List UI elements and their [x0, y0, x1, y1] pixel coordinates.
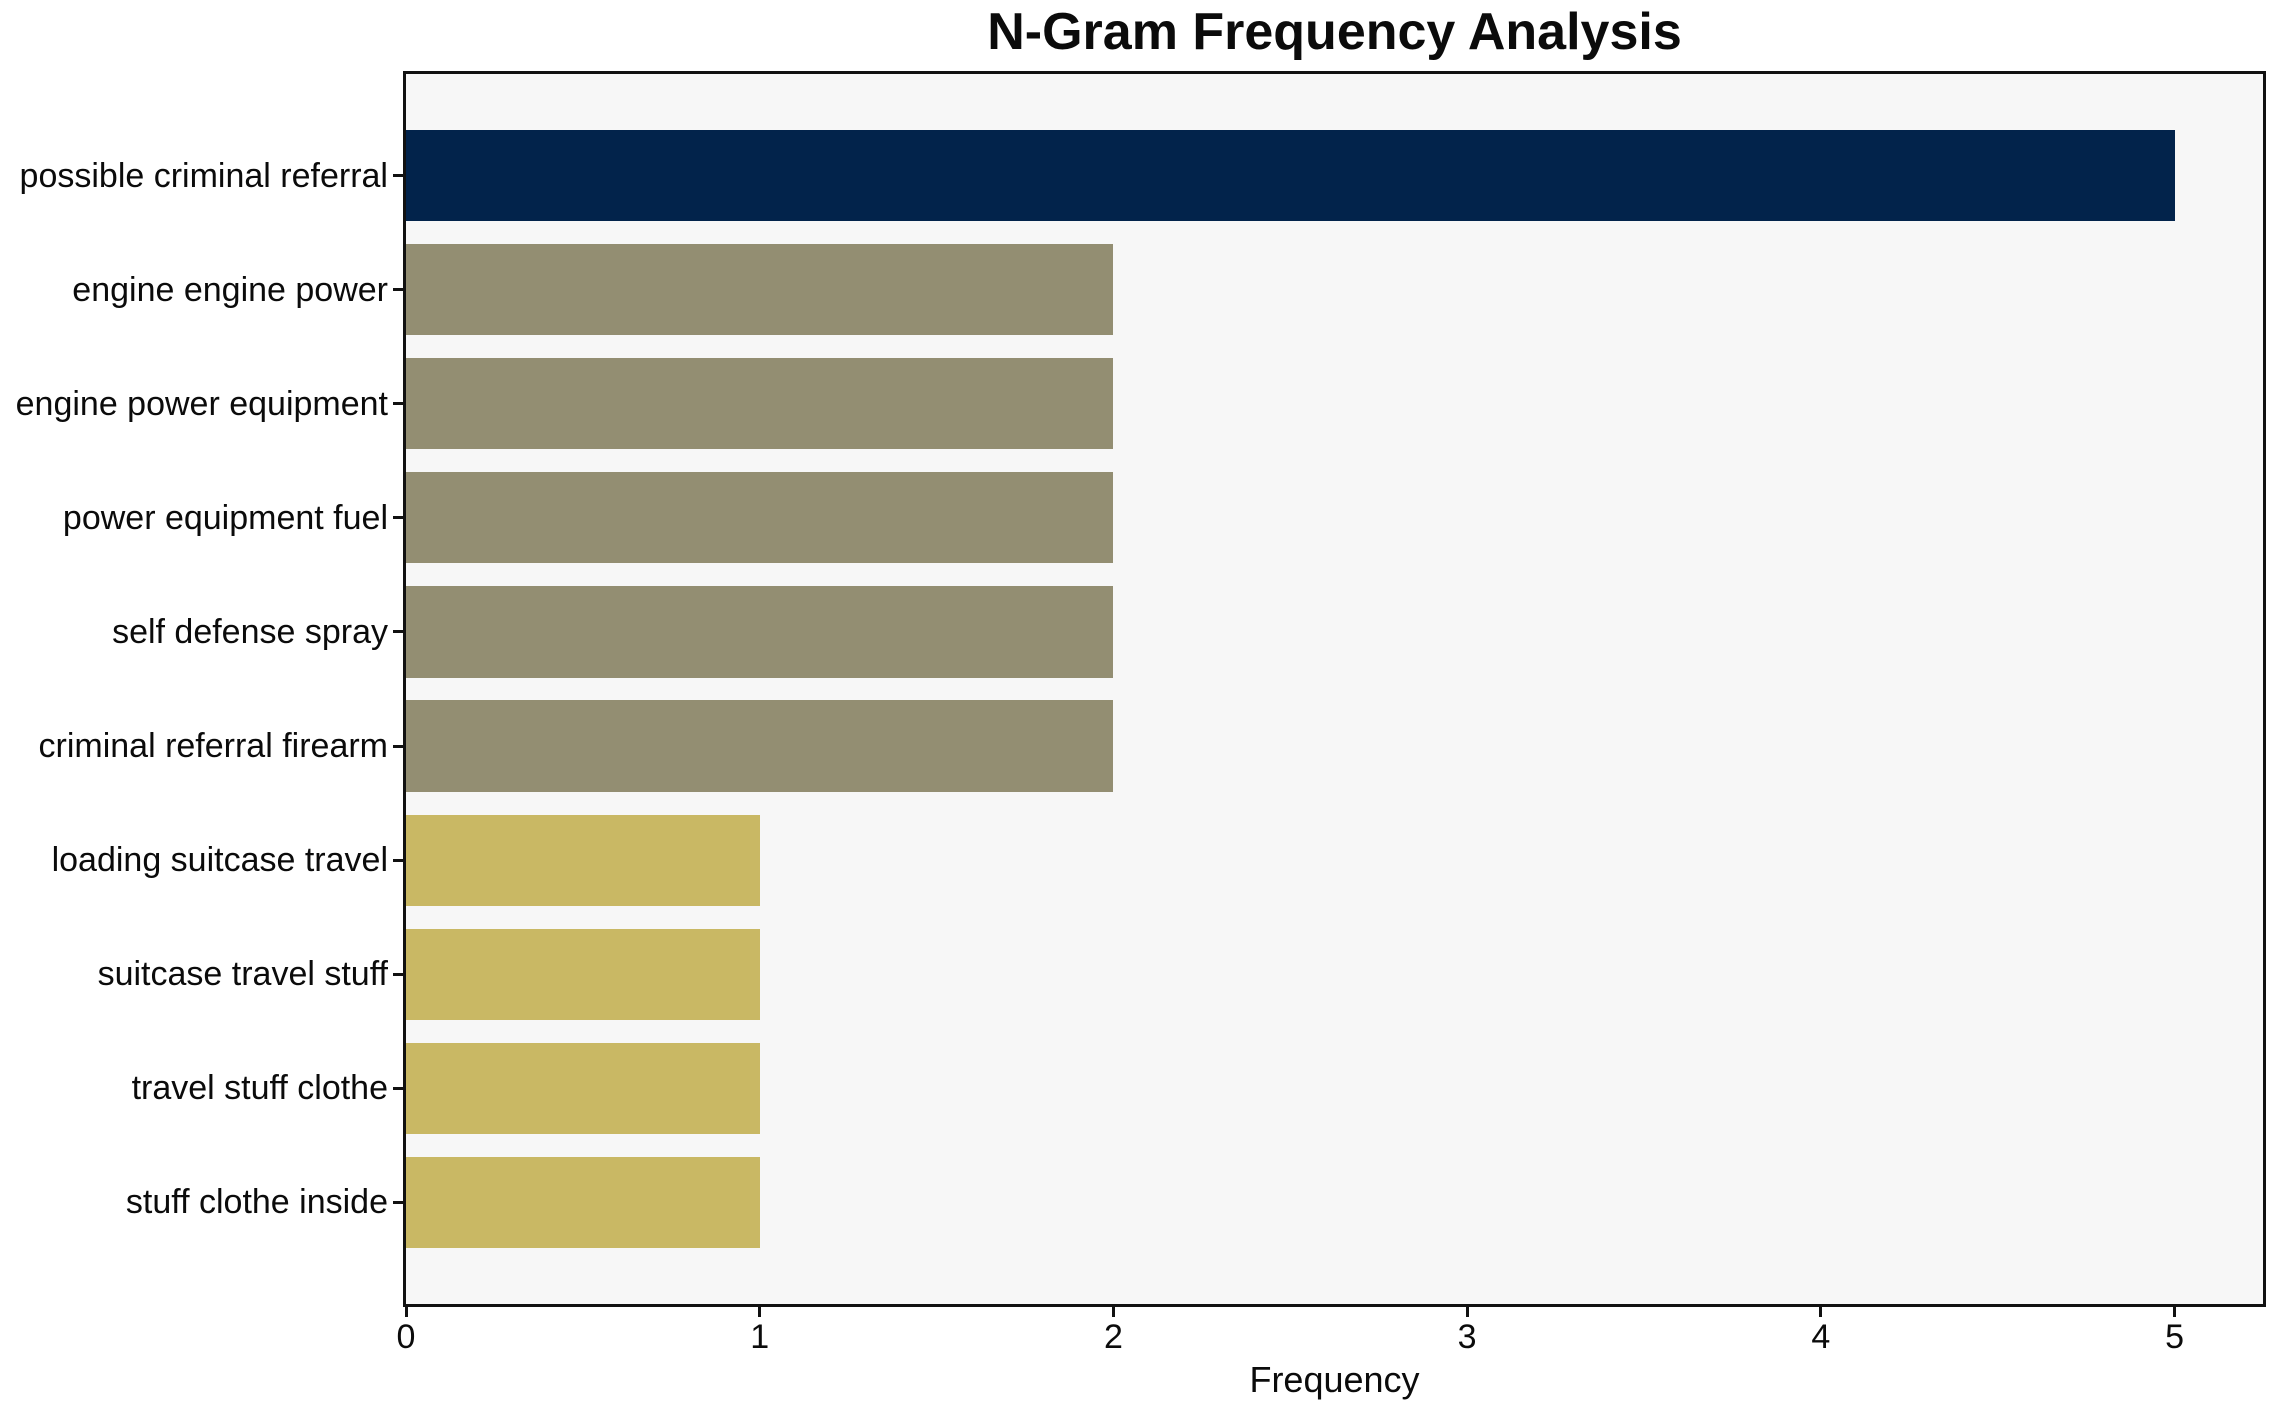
x-tick-mark [758, 1307, 762, 1317]
y-tick-mark [393, 1200, 403, 1204]
x-tick-mark [1111, 1307, 1115, 1317]
x-tick-mark [404, 1307, 408, 1317]
y-tick-label: loading suitcase travel [51, 841, 388, 880]
bar [406, 358, 1114, 450]
x-tick-label: 5 [2165, 1318, 2185, 1356]
y-tick-mark [393, 630, 403, 634]
y-tick-label: self defense spray [112, 612, 388, 651]
chart-title: N-Gram Frequency Analysis [987, 3, 1682, 61]
y-tick-label: travel stuff clothe [131, 1069, 388, 1108]
x-tick-label: 4 [1811, 1318, 1831, 1356]
y-tick-label: criminal referral firearm [38, 727, 389, 766]
y-tick-mark [393, 516, 403, 520]
bar [406, 928, 760, 1020]
x-tick-mark [1819, 1307, 1823, 1317]
bar [406, 1156, 760, 1249]
y-tick-label: power equipment fuel [62, 498, 388, 537]
y-tick-mark [393, 858, 403, 862]
bar [406, 814, 760, 906]
y-tick-mark [393, 402, 403, 406]
x-tick-mark [2173, 1307, 2177, 1317]
y-tick-mark [393, 1086, 403, 1090]
y-tick-mark [393, 744, 403, 748]
x-tick-label: 0 [396, 1318, 416, 1356]
bar [406, 472, 1114, 564]
x-tick-mark [1465, 1307, 1469, 1317]
y-tick-mark [393, 288, 403, 292]
bar [406, 1042, 760, 1134]
bar [406, 700, 1114, 792]
plot-area [403, 71, 2266, 1307]
bar [406, 244, 1114, 336]
y-tick-label: suitcase travel stuff [97, 955, 388, 994]
x-tick-label: 1 [750, 1318, 770, 1356]
y-tick-label: engine engine power [72, 270, 388, 309]
y-tick-label: engine power equipment [15, 384, 388, 423]
y-tick-mark [393, 174, 403, 178]
x-axis-title: Frequency [1249, 1359, 1420, 1400]
y-tick-label: stuff clothe inside [125, 1183, 388, 1222]
x-tick-label: 2 [1103, 1318, 1123, 1356]
y-tick-mark [393, 972, 403, 976]
y-tick-label: possible criminal referral [19, 156, 388, 195]
bar [406, 586, 1114, 678]
bar [406, 129, 2175, 222]
x-tick-label: 3 [1457, 1318, 1477, 1356]
